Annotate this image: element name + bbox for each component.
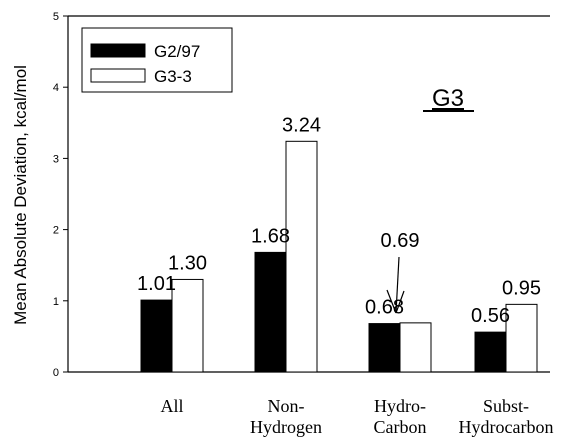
x-tick-label: Carbon bbox=[374, 417, 427, 437]
data-label: 0.69 bbox=[381, 230, 420, 252]
chart-title: G3 bbox=[432, 85, 464, 112]
data-label: 0.95 bbox=[502, 277, 541, 299]
data-label: 1.30 bbox=[168, 252, 207, 274]
data-label: 0.68 bbox=[365, 297, 404, 319]
data-label: 0.56 bbox=[471, 305, 510, 327]
arrow-annotation bbox=[386, 256, 405, 314]
bar-g3-3-2 bbox=[399, 322, 432, 373]
x-tick-label: All bbox=[160, 396, 183, 416]
x-tick-labels: All Non-Hydrogen Hydro-Carbon Subst-Hydroca… bbox=[160, 396, 553, 437]
bar-g3-3-0 bbox=[171, 278, 204, 373]
x-tick-label: Hydrocarbon bbox=[459, 417, 554, 437]
legend-swatch-g3-3 bbox=[90, 68, 146, 83]
legend-swatch-g2-97 bbox=[90, 43, 146, 58]
legend-label-g3-3: G3-3 bbox=[154, 67, 192, 86]
bars bbox=[140, 140, 538, 373]
bar-g2-97-3 bbox=[474, 331, 507, 373]
data-label: 3.24 bbox=[282, 114, 321, 136]
bar-g2-97-1 bbox=[254, 251, 287, 373]
y-tick-label: 0 bbox=[53, 367, 59, 379]
bar-g3-3-1 bbox=[285, 140, 318, 373]
bar-g2-97-0 bbox=[140, 299, 173, 373]
data-label: 1.68 bbox=[251, 225, 290, 247]
y-axis-label: Mean Absolute Deviation, kcal/mol bbox=[11, 65, 30, 325]
bar-g2-97-2 bbox=[368, 323, 401, 373]
x-tick-label: Non- bbox=[268, 396, 305, 416]
data-label: 1.01 bbox=[137, 273, 176, 295]
y-tick-label: 1 bbox=[53, 296, 59, 308]
bar-g3-3-3 bbox=[505, 303, 538, 373]
y-tick-label: 5 bbox=[53, 11, 59, 23]
x-tick-label: Subst- bbox=[483, 396, 529, 416]
y-tick-label: 3 bbox=[53, 153, 59, 165]
y-tick-label: 2 bbox=[53, 225, 59, 237]
x-tick-label: Hydrogen bbox=[250, 417, 322, 437]
value-labels: 1.011.30 1.68 3.24 0.68 0.69 0.56 0.95 bbox=[137, 114, 541, 327]
x-tick-label: Hydro- bbox=[374, 396, 426, 416]
legend-label-g2-97: G2/97 bbox=[154, 42, 200, 61]
legend: G2/97 G3-3 bbox=[81, 27, 233, 93]
y-tick-label: 4 bbox=[53, 82, 59, 94]
